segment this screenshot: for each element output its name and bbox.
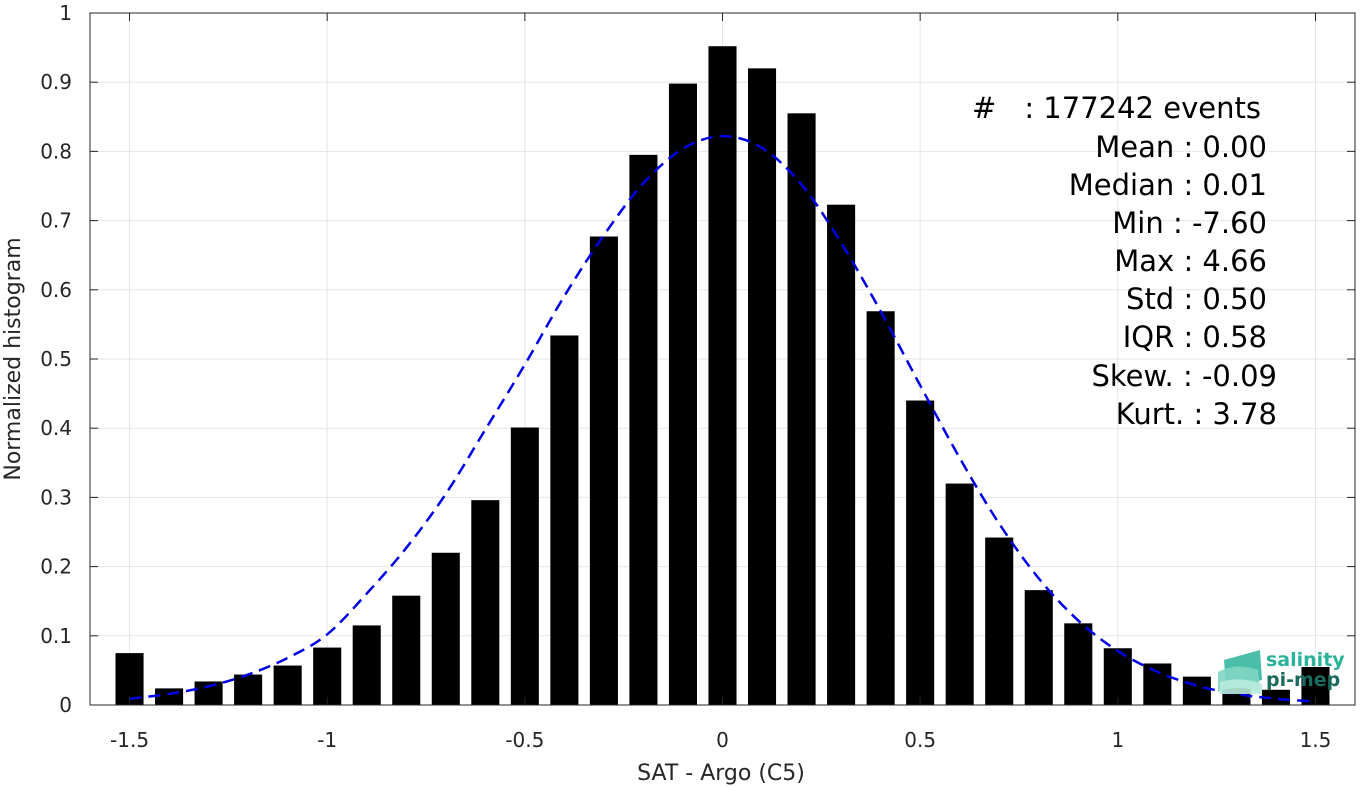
stats-box: #: 177242 events Mean : 0.00 Median : 0.… (972, 91, 1277, 431)
y-tick-label: 0.9 (40, 70, 72, 94)
y-axis-label: Normalized histogram (1, 237, 26, 480)
stat-median: Median : 0.01 (1069, 168, 1267, 202)
x-tick-label: 1.5 (1300, 728, 1332, 752)
histogram-bar (747, 68, 777, 706)
y-tick-label: 0.5 (40, 347, 72, 371)
histogram-bar (945, 483, 974, 705)
x-tick-label: -1.5 (110, 728, 149, 752)
histogram-bar (787, 113, 816, 706)
histogram-bar (352, 625, 381, 705)
histogram-bar (115, 653, 144, 705)
y-tick-label: 1 (59, 1, 72, 25)
stat-std: Std : 0.50 (1126, 282, 1267, 316)
histogram-bar (510, 427, 539, 705)
stat-min: Min : -7.60 (1112, 206, 1267, 240)
histogram-bar (906, 400, 935, 705)
y-tick-label: 0 (59, 693, 72, 717)
histogram-bar (1024, 590, 1053, 705)
x-axis-label: SAT - Argo (C5) (637, 761, 805, 786)
histogram-bar (1103, 648, 1132, 705)
histogram-bars (115, 46, 1330, 706)
histogram-bar (1182, 676, 1211, 705)
y-tick-label: 0.3 (40, 485, 72, 509)
histogram-bar (708, 46, 737, 705)
logo-wave-icon (1218, 650, 1262, 694)
x-tick-label: 0.5 (904, 728, 936, 752)
histogram-bar (194, 681, 223, 705)
stat-mean: Mean : 0.00 (1095, 130, 1267, 164)
y-tick-label: 0.6 (40, 278, 72, 302)
histogram-bar (1261, 689, 1290, 705)
histogram-bar (985, 537, 1014, 705)
histogram-bar (234, 674, 263, 705)
axis-ticks: -1.5 -1 -0.5 0 0.5 1 1.5 0 0.1 0.2 0.3 0.4 0.5 0.6 0.7… (40, 1, 1355, 752)
y-tick-label: 0.2 (40, 555, 72, 579)
x-tick-label: -0.5 (505, 728, 544, 752)
stat-max: Max : 4.66 (1114, 244, 1267, 278)
y-tick-label: 0.7 (40, 209, 72, 233)
stat-kurt: Kurt. : 3.78 (1116, 397, 1277, 431)
histogram-bar (1143, 663, 1172, 705)
x-tick-label: -1 (317, 728, 337, 752)
y-tick-label: 0.4 (40, 416, 72, 440)
x-tick-label: 0 (716, 728, 729, 752)
histogram-bar (866, 311, 895, 705)
logo-text-pimep: pi-mep (1266, 669, 1340, 691)
stat-skew: Skew. : -0.09 (1091, 359, 1277, 393)
histogram-bar (550, 335, 579, 705)
y-tick-label: 0.1 (40, 624, 72, 648)
histogram-bar (431, 552, 460, 705)
gaussian-fit-curve (129, 134, 1316, 703)
histogram-bar (273, 665, 302, 705)
histogram-bar (471, 500, 500, 705)
histogram-bar (668, 83, 698, 706)
histogram-bar (1064, 623, 1093, 705)
histogram-bar (827, 204, 856, 705)
y-tick-label: 0.8 (40, 139, 72, 163)
histogram-bar (589, 236, 618, 706)
stat-iqr: IQR : 0.58 (1123, 320, 1267, 354)
x-tick-label: 1 (1111, 728, 1124, 752)
salinity-pimep-logo: salinity pi-mep (1218, 649, 1345, 694)
histogram-bar (155, 688, 184, 705)
histogram-bar (392, 595, 421, 705)
histogram-bar (629, 154, 658, 706)
logo-text-salinity: salinity (1266, 649, 1345, 671)
histogram-bar (313, 647, 342, 705)
stat-count: #: 177242 events (972, 91, 1261, 125)
